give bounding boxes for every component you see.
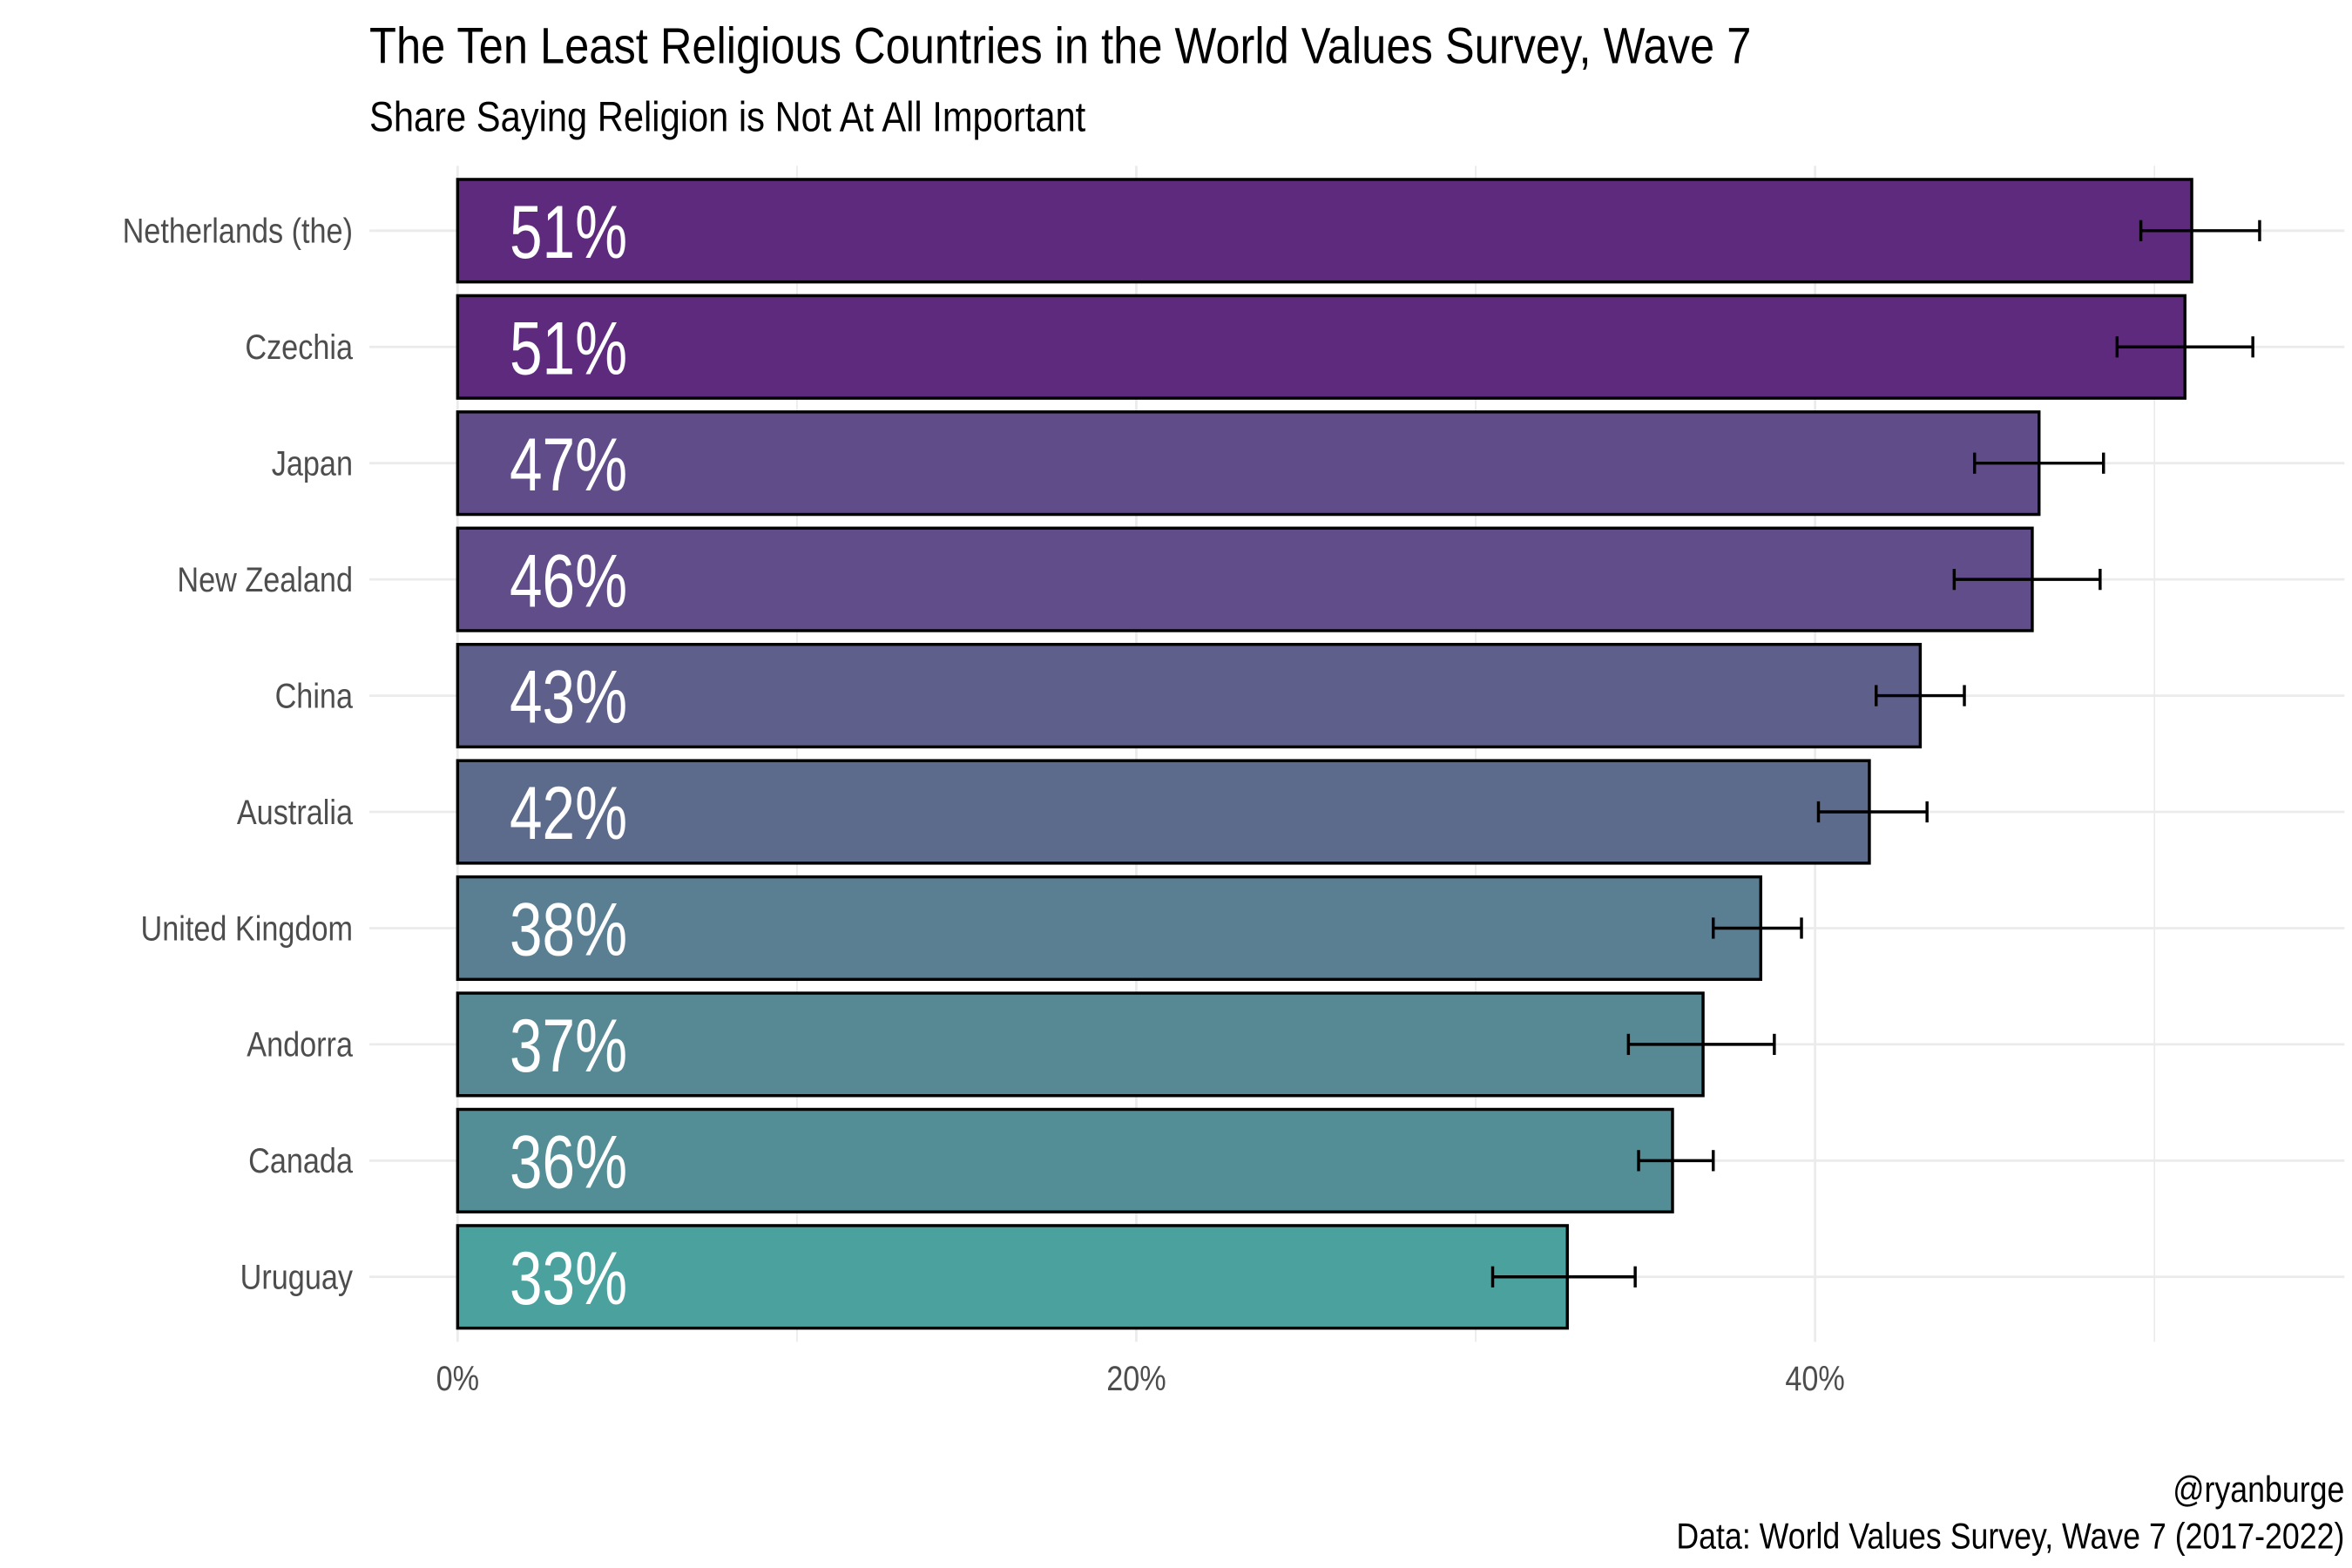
bar [456, 294, 2186, 400]
caption-source: Data: World Values Survey, Wave 7 (2017-… [1676, 1517, 2344, 1557]
y-axis-label: Netherlands (the) [123, 211, 353, 250]
bar [456, 178, 2193, 284]
data-label: 51% [510, 191, 627, 274]
data-label: 46% [510, 539, 627, 623]
data-label: 37% [510, 1004, 627, 1088]
y-axis-label: Andorra [247, 1024, 353, 1064]
data-label: 36% [510, 1121, 627, 1205]
bar [456, 1224, 1569, 1330]
x-axis-tick-label: 40% [1785, 1358, 1844, 1397]
data-label: 38% [510, 889, 627, 972]
y-axis-labels: Netherlands (the) Czechia Japan New Zealand… [123, 211, 354, 1296]
y-axis-label: Uruguay [240, 1257, 354, 1296]
bar [456, 875, 1763, 982]
x-axis-tick-label: 20% [1106, 1358, 1166, 1397]
bar [456, 759, 1871, 865]
y-axis-label: Australia [237, 792, 353, 831]
bar [456, 1107, 1674, 1213]
bar [456, 991, 1705, 1098]
data-label: 43% [510, 656, 627, 740]
data-label: 47% [510, 423, 627, 507]
y-axis-label: Japan [272, 443, 353, 483]
chart-subtitle: Share Saying Religion is Not At All Impo… [369, 93, 1086, 141]
x-axis-tick-labels: 0% 20% 40% [436, 1358, 1845, 1397]
data-label: 42% [510, 772, 627, 855]
bars [456, 178, 2193, 1330]
y-axis-label: China [275, 676, 354, 715]
x-axis-tick-label: 0% [436, 1358, 479, 1397]
bar [456, 642, 1923, 749]
y-axis-label: New Zealand [177, 560, 353, 599]
data-labels: 51% 51% 47% 46% 43% 42% 38% 37% 36% 33% [510, 191, 627, 1321]
bar [456, 410, 2041, 517]
caption-handle: @ryanburge [2173, 1470, 2344, 1510]
error-bars [1490, 220, 2261, 1288]
y-axis-label: Czechia [245, 328, 353, 367]
y-axis-label: Canada [248, 1141, 353, 1180]
data-label: 33% [510, 1237, 627, 1321]
y-axis-label: United Kingdom [141, 909, 353, 948]
chart-title: The Ten Least Religious Countries in the… [369, 17, 1751, 74]
bar [456, 526, 2034, 632]
data-label: 51% [510, 307, 627, 390]
